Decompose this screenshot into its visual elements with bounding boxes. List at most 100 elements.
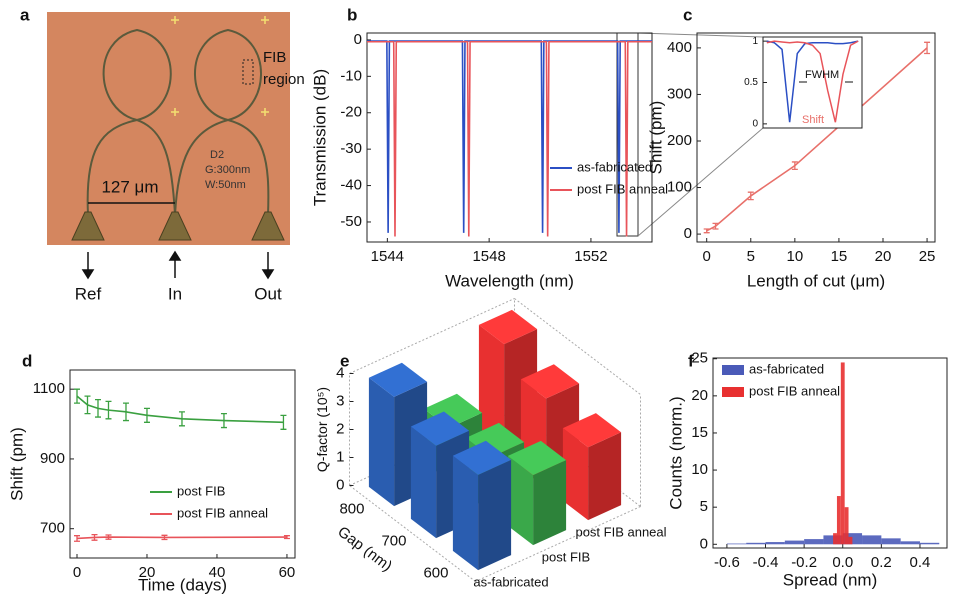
plot-frame <box>69 369 296 559</box>
x-tick-label: -0.4 <box>753 554 779 571</box>
panel-a: a 127 μm FIB region D2 G:300nm W:50nm <box>20 5 305 303</box>
hist-bar <box>862 535 882 545</box>
y-tick-label: 15 <box>691 424 708 441</box>
z-tick-label: 0 <box>336 476 344 493</box>
y-tick-label: 1100 <box>33 380 65 397</box>
bar-front <box>452 455 479 571</box>
legend-label: as-fabricated <box>577 159 652 174</box>
legend-label: post FIB anneal <box>177 505 268 520</box>
hist-bar <box>848 536 853 545</box>
y-tick-label: 100 <box>667 179 692 196</box>
port-label: Ref <box>75 284 102 303</box>
y-tick-label: 700 <box>40 520 65 537</box>
hist-bar <box>833 533 837 545</box>
bar-front <box>368 377 395 507</box>
error-bar <box>283 535 290 540</box>
annotation: FIB <box>263 49 286 66</box>
x-tick-label: 0.2 <box>871 554 892 571</box>
annotation: FWHM <box>805 69 839 81</box>
hist-bar <box>836 496 841 545</box>
y-tick-label: 400 <box>667 39 692 56</box>
x-tick-label: 10 <box>787 248 804 265</box>
legend-swatch <box>722 365 744 375</box>
bar-top <box>410 411 470 446</box>
z-tick-label: 1 <box>336 448 344 465</box>
hist-bar <box>726 543 747 545</box>
hist-bar <box>784 540 805 545</box>
y-axis-label: Transmission (dB) <box>310 69 329 206</box>
gap-tick-label: 600 <box>423 564 448 581</box>
hist-bar <box>844 507 849 545</box>
annotation: W:50nm <box>205 179 246 191</box>
legend-label: post FIB anneal <box>749 383 840 398</box>
x-tick-label: 0 <box>703 248 711 265</box>
y-tick-label: 5 <box>700 498 708 515</box>
x-tick-label: -0.2 <box>791 554 817 571</box>
bar-top <box>478 309 538 345</box>
y-tick-label: -10 <box>340 67 362 84</box>
x-tick-label: 20 <box>875 248 892 265</box>
z-tick-label: 2 <box>336 420 344 437</box>
port-arrows <box>81 250 275 280</box>
y-tick-label: -50 <box>340 213 362 230</box>
box-edge <box>349 485 476 582</box>
x-axis-label: Wavelength (nm) <box>445 271 574 290</box>
series-line <box>367 40 652 237</box>
x-tick-label: 40 <box>209 564 226 581</box>
bar-side <box>588 432 622 521</box>
y-tick-label: 25 <box>691 350 708 367</box>
bar-front <box>562 428 589 521</box>
z-tick-label: 3 <box>336 392 344 409</box>
bar-front <box>478 324 505 457</box>
gap-tick-label: 800 <box>339 500 364 517</box>
y-axis-label: Counts (norm.) <box>666 396 685 509</box>
x-tick-label: -0.6 <box>714 554 740 571</box>
series-line <box>76 395 284 424</box>
legend-label: as-fabricated <box>749 361 824 376</box>
legend-label: post FIB anneal <box>577 181 668 196</box>
hist-bar <box>840 362 845 545</box>
hist-bar <box>804 539 824 545</box>
x-axis-label: Time (days) <box>138 575 227 594</box>
annotation: region <box>263 71 305 88</box>
y-tick-label: 0 <box>700 535 708 552</box>
plot-frame <box>712 357 948 549</box>
y-tick-label: 200 <box>667 132 692 149</box>
markers <box>171 16 269 116</box>
bar-top <box>520 364 580 399</box>
x-tick-label: 25 <box>919 248 936 265</box>
port-label: Out <box>254 284 282 303</box>
series-label: post FIB <box>542 549 590 564</box>
error-bar <box>924 41 931 55</box>
bar-top <box>452 440 512 475</box>
y-tick-label: 0 <box>752 119 758 130</box>
panel-letter: f <box>688 351 694 370</box>
panel-letter: d <box>22 351 32 370</box>
bar-front <box>410 426 437 539</box>
y-tick-label: 0 <box>684 225 692 242</box>
y-axis-label: Shift (pm) <box>646 101 665 175</box>
y-tick-label: -20 <box>340 104 362 121</box>
bar-top <box>368 362 428 397</box>
panel-letter: b <box>347 5 357 24</box>
error-bar <box>73 535 80 542</box>
y-tick-label: 1 <box>752 36 758 47</box>
error-bar <box>280 414 287 430</box>
y-tick-label: -40 <box>340 177 362 194</box>
annotation: D2 <box>210 149 224 161</box>
x-axis-label: Length of cut (μm) <box>747 271 885 290</box>
series-line <box>367 40 652 233</box>
panel-letter: a <box>20 5 30 24</box>
tapers <box>71 211 285 241</box>
legend-swatch <box>722 387 744 397</box>
waveguides <box>86 28 270 216</box>
port-label: In <box>168 284 182 303</box>
y-axis-label: Shift (pm) <box>7 427 26 501</box>
z-axis-label: Q-factor (10⁵) <box>314 387 330 472</box>
x-tick-label: 1544 <box>371 248 404 265</box>
y-tick-label: -30 <box>340 140 362 157</box>
y-tick-label: 0 <box>354 31 362 48</box>
legend-label: post FIB <box>177 483 225 498</box>
fib-box <box>242 59 254 85</box>
x-tick-label: 5 <box>747 248 755 265</box>
